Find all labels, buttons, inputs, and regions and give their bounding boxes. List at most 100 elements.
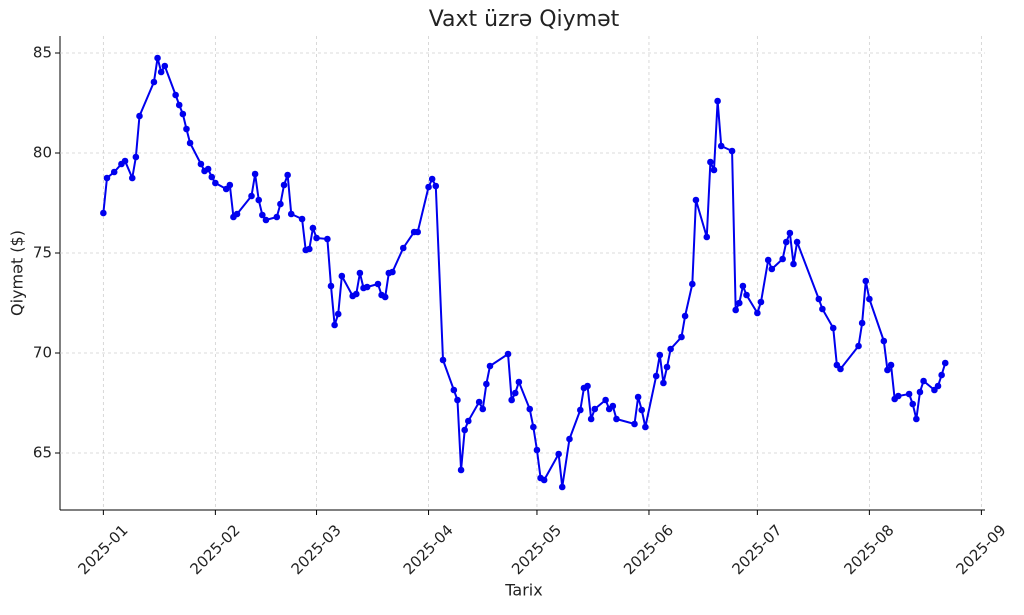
data-point — [631, 420, 638, 428]
data-point — [754, 309, 761, 317]
data-point — [454, 396, 461, 404]
data-point — [880, 337, 888, 345]
data-point — [577, 406, 584, 414]
x-tick-label: 2025-04 — [400, 521, 457, 578]
data-point — [262, 216, 270, 224]
y-tick-label: 80 — [33, 144, 52, 162]
data-point — [678, 333, 685, 341]
data-point — [324, 235, 331, 243]
data-point — [858, 319, 866, 327]
data-point — [905, 390, 913, 398]
data-point — [450, 386, 458, 394]
data-point — [735, 299, 743, 307]
data-point — [642, 423, 649, 431]
data-point — [717, 142, 725, 150]
data-point — [508, 396, 515, 404]
data-point — [356, 269, 364, 277]
data-point — [894, 392, 902, 400]
data-point — [313, 234, 320, 242]
data-point — [533, 446, 541, 454]
data-point — [511, 389, 519, 397]
chart-title: Vaxt üzrə Qiymət — [429, 7, 620, 32]
data-point — [284, 171, 291, 179]
data-point — [732, 306, 739, 314]
data-point — [327, 282, 335, 290]
data-point — [743, 291, 750, 299]
data-point — [465, 417, 472, 425]
x-tick-label: 2025-02 — [186, 521, 243, 578]
data-point — [779, 255, 786, 263]
x-tick-label: 2025-06 — [620, 521, 677, 578]
data-point — [609, 402, 617, 410]
data-point — [212, 179, 219, 187]
price-line — [102, 57, 947, 488]
data-point — [504, 350, 512, 358]
x-axis-label: Tarix — [504, 581, 542, 600]
data-point — [692, 196, 700, 204]
y-tick-label: 70 — [33, 344, 52, 362]
data-point — [132, 153, 140, 161]
data-point — [613, 415, 620, 423]
data-point — [161, 62, 169, 70]
data-point — [530, 423, 537, 431]
data-point — [399, 244, 407, 252]
data-point — [757, 298, 765, 306]
data-point — [714, 97, 721, 105]
data-point — [309, 224, 317, 232]
data-point — [555, 450, 562, 458]
data-point — [862, 277, 870, 285]
data-point — [136, 112, 143, 120]
data-point — [374, 280, 382, 288]
data-point — [526, 405, 534, 413]
x-tick-label: 2025-09 — [953, 521, 1010, 578]
data-point — [259, 211, 266, 219]
data-point — [110, 168, 118, 176]
data-point — [334, 310, 342, 318]
data-point — [689, 280, 696, 288]
data-point — [475, 398, 483, 406]
data-point — [884, 366, 891, 374]
data-point — [909, 400, 917, 408]
data-point — [179, 110, 187, 118]
data-point — [660, 379, 667, 387]
data-point — [837, 365, 844, 373]
data-point — [172, 91, 179, 99]
data-point — [483, 380, 490, 388]
data-point — [855, 342, 862, 350]
data-point — [764, 256, 772, 264]
data-point — [793, 238, 801, 246]
data-point — [941, 359, 949, 367]
data-point — [298, 215, 306, 223]
data-point — [786, 229, 794, 237]
data-point — [208, 173, 216, 181]
data-point — [461, 426, 468, 434]
x-tick-label: 2025-07 — [728, 521, 785, 578]
data-point — [566, 435, 573, 443]
data-point — [251, 170, 259, 178]
data-point — [183, 125, 190, 133]
data-point — [739, 282, 747, 290]
data-point — [652, 372, 660, 380]
y-axis-label: Qiymət ($) — [8, 230, 27, 316]
y-tick-label: 85 — [33, 44, 52, 62]
data-point — [887, 361, 895, 369]
data-point — [938, 371, 945, 379]
data-point — [728, 147, 736, 155]
data-point — [934, 382, 942, 390]
data-point — [515, 378, 523, 386]
data-point — [306, 245, 313, 253]
data-point — [486, 362, 494, 370]
data-point — [338, 272, 346, 280]
data-point — [920, 377, 927, 385]
data-point — [768, 265, 776, 273]
data-point — [103, 174, 111, 182]
data-point — [100, 209, 107, 217]
data-point — [280, 181, 288, 189]
data-point — [457, 466, 465, 474]
data-point — [587, 415, 595, 423]
data-point — [186, 139, 194, 147]
data-point — [273, 213, 281, 221]
data-point — [638, 406, 646, 414]
